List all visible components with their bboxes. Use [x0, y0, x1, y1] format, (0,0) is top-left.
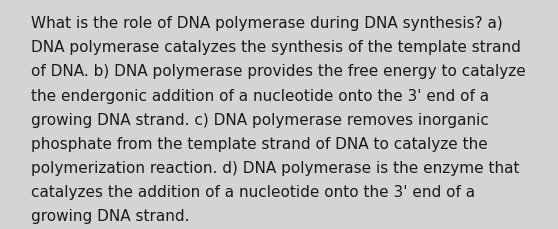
- Text: phosphate from the template strand of DNA to catalyze the: phosphate from the template strand of DN…: [31, 136, 488, 151]
- Text: of DNA. b) DNA polymerase provides the free energy to catalyze: of DNA. b) DNA polymerase provides the f…: [31, 64, 526, 79]
- Text: growing DNA strand. c) DNA polymerase removes inorganic: growing DNA strand. c) DNA polymerase re…: [31, 112, 489, 127]
- Text: the endergonic addition of a nucleotide onto the 3' end of a: the endergonic addition of a nucleotide …: [31, 88, 489, 103]
- Text: growing DNA strand.: growing DNA strand.: [31, 208, 189, 223]
- Text: catalyzes the addition of a nucleotide onto the 3' end of a: catalyzes the addition of a nucleotide o…: [31, 184, 475, 199]
- Text: polymerization reaction. d) DNA polymerase is the enzyme that: polymerization reaction. d) DNA polymera…: [31, 160, 519, 175]
- Text: What is the role of DNA polymerase during DNA synthesis? a): What is the role of DNA polymerase durin…: [31, 16, 502, 31]
- Text: DNA polymerase catalyzes the synthesis of the template strand: DNA polymerase catalyzes the synthesis o…: [31, 40, 521, 55]
